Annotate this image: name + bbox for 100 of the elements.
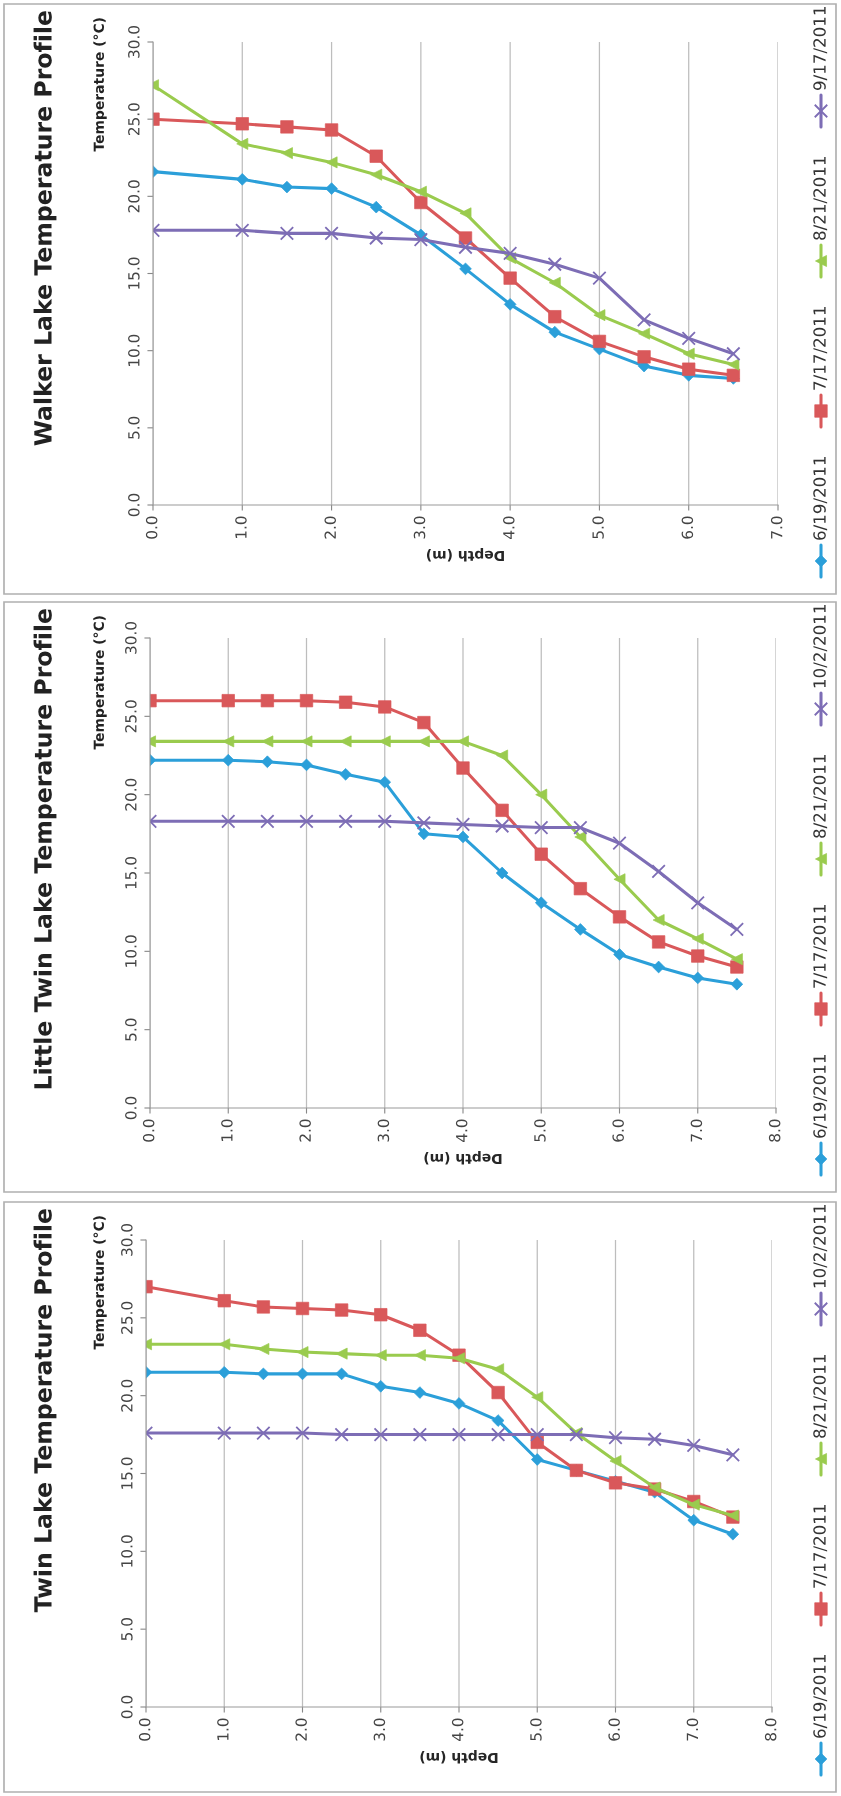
- y-tick-label: 10.0: [121, 1535, 133, 1567]
- text: 7/17/2011: [813, 307, 828, 390]
- x-tick-label: 7.0: [690, 1119, 703, 1142]
- point: [299, 814, 314, 829]
- point: [455, 817, 471, 832]
- point: [324, 226, 339, 241]
- point: [490, 1427, 506, 1442]
- text: 6/19/2011: [813, 457, 828, 540]
- y-tick-label: 15.0: [121, 1457, 133, 1489]
- y-tick-label: 5.0: [125, 1018, 137, 1041]
- x-tick-label: 5.0: [592, 516, 604, 539]
- y-tick-label: 10.0: [128, 334, 140, 366]
- y-axis-title: Temperature (°C): [93, 616, 107, 750]
- x-tick-label: 6.0: [608, 1718, 620, 1741]
- x-tick-label: 0.0: [145, 516, 158, 539]
- point: [534, 820, 549, 835]
- x-tick-label: 4.0: [451, 1718, 464, 1741]
- point: [494, 818, 510, 834]
- point: [651, 864, 666, 879]
- point: [686, 1438, 701, 1453]
- x-axis-title: Depth (m): [424, 1151, 502, 1165]
- point: [334, 1427, 349, 1442]
- point: [299, 694, 314, 708]
- point: [416, 815, 432, 831]
- x-tick-label: 3.0: [373, 1718, 386, 1741]
- y-tick-label: 0.0: [121, 1695, 133, 1719]
- x-tick-label: 3.0: [377, 1119, 390, 1142]
- point: [221, 694, 235, 708]
- x-tick-label: 7.0: [686, 1718, 699, 1741]
- text: 8/21/2011: [813, 1355, 828, 1438]
- x-tick-label: 1.0: [221, 1119, 233, 1142]
- point: [377, 814, 392, 829]
- point: [681, 331, 696, 346]
- y-tick-label: 25.0: [121, 1301, 133, 1334]
- y-tick-label: 0.0: [128, 493, 140, 517]
- text: 8/21/2011: [813, 755, 828, 838]
- point: [534, 847, 548, 861]
- x-tick-label: 2.0: [324, 516, 336, 539]
- text: 6/19/2011: [813, 1055, 828, 1138]
- y-tick-label: 25.0: [125, 700, 137, 733]
- point: [592, 270, 607, 286]
- point: [451, 1427, 467, 1442]
- y-tick-label: 5.0: [121, 1618, 133, 1641]
- point: [547, 257, 562, 272]
- point: [726, 368, 740, 382]
- point: [636, 312, 652, 327]
- x-tick-label: 1.0: [235, 516, 247, 539]
- y-tick-label: 10.0: [125, 935, 137, 967]
- x-tick-label: 1.0: [217, 1718, 229, 1741]
- point: [217, 1294, 231, 1308]
- y-tick-label: 15.0: [128, 257, 140, 289]
- x-tick-label: 2.0: [295, 1718, 307, 1741]
- point: [573, 820, 588, 835]
- y-tick-label: 25.0: [128, 103, 140, 136]
- point: [726, 346, 741, 361]
- x-tick-label: 8.0: [768, 1119, 781, 1142]
- y-tick-label: 20.0: [121, 1379, 133, 1412]
- x-tick-label: 2.0: [299, 1119, 311, 1142]
- x-tick-label: 5.0: [530, 1718, 542, 1741]
- text: 6/19/2011: [813, 1655, 828, 1738]
- point: [652, 935, 666, 949]
- point: [573, 882, 587, 896]
- text: 10/2/2011: [813, 1205, 828, 1288]
- point: [413, 1323, 427, 1337]
- point: [417, 716, 431, 730]
- point: [295, 1425, 310, 1441]
- point: [256, 1425, 271, 1441]
- x-tick-label: 8.0: [764, 1718, 777, 1741]
- point: [221, 814, 236, 829]
- text: Little Twin Lake Temperature Profile: [33, 609, 57, 1089]
- point: [260, 814, 275, 829]
- y-tick-label: 30.0: [125, 622, 137, 654]
- x-tick-label: 6.0: [612, 1119, 624, 1142]
- text: Walker Lake Temperature Profile: [33, 11, 57, 446]
- point: [725, 1447, 741, 1462]
- point: [647, 1432, 662, 1447]
- point: [502, 246, 518, 261]
- point: [530, 1427, 545, 1442]
- x-tick-label: 7.0: [770, 516, 783, 539]
- y-axis-title: Temperature (°C): [93, 1216, 107, 1350]
- point: [729, 922, 745, 937]
- point: [260, 694, 274, 708]
- point: [235, 223, 250, 238]
- point: [608, 1430, 623, 1445]
- text: 10/2/2011: [813, 605, 828, 688]
- x-tick-label: 6.0: [681, 516, 694, 539]
- point: [458, 240, 473, 255]
- x-axis-title: Depth (m): [426, 548, 504, 562]
- point: [373, 1427, 388, 1442]
- y-tick-label: 20.0: [128, 180, 140, 213]
- point: [279, 226, 295, 241]
- x-tick-label: 4.0: [455, 1119, 468, 1142]
- point: [339, 695, 353, 709]
- point: [374, 1308, 388, 1322]
- point: [413, 232, 429, 247]
- x-tick-label: 0.0: [142, 1119, 155, 1142]
- y-tick-label: 15.0: [125, 857, 137, 889]
- y-tick-label: 30.0: [121, 1224, 133, 1256]
- point: [295, 1301, 310, 1316]
- x-tick-label: 5.0: [534, 1119, 546, 1142]
